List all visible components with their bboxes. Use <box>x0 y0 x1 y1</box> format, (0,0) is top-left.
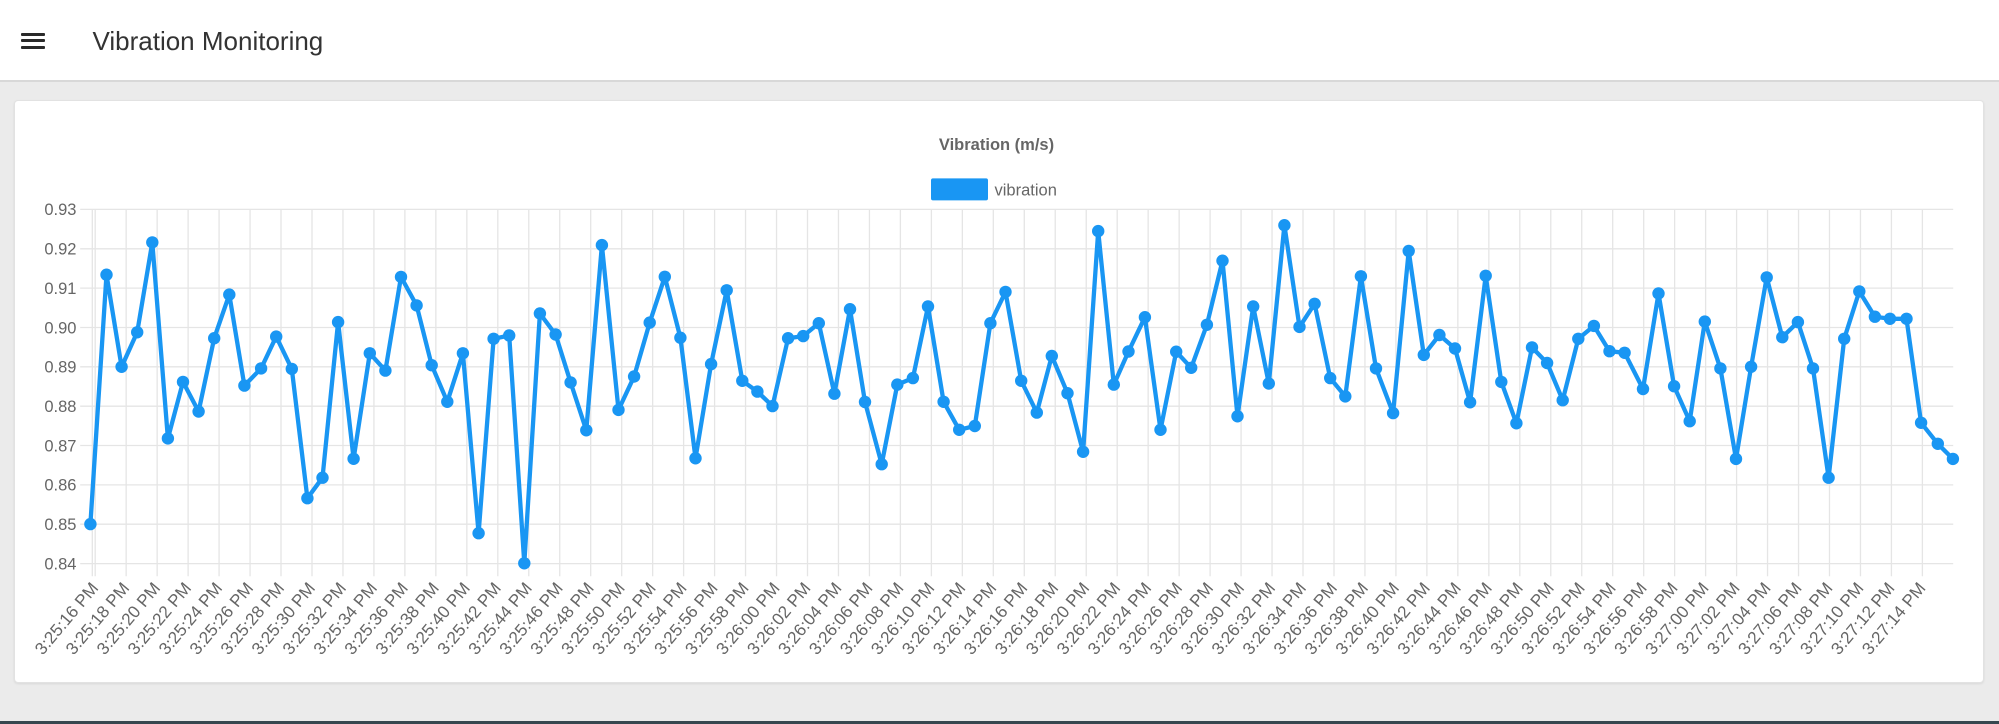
svg-text:0.85: 0.85 <box>44 516 76 534</box>
svg-text:0.90: 0.90 <box>44 319 76 337</box>
svg-text:0.92: 0.92 <box>44 241 76 259</box>
svg-text:0.88: 0.88 <box>44 398 76 416</box>
svg-text:vibration: vibration <box>995 181 1057 199</box>
svg-text:0.84: 0.84 <box>44 555 76 573</box>
svg-text:0.89: 0.89 <box>44 359 76 377</box>
svg-text:0.86: 0.86 <box>44 477 76 495</box>
svg-text:0.91: 0.91 <box>44 280 76 298</box>
svg-text:0.93: 0.93 <box>44 201 76 219</box>
svg-text:0.87: 0.87 <box>44 437 76 455</box>
svg-text:Vibration (m/s): Vibration (m/s) <box>939 136 1054 154</box>
